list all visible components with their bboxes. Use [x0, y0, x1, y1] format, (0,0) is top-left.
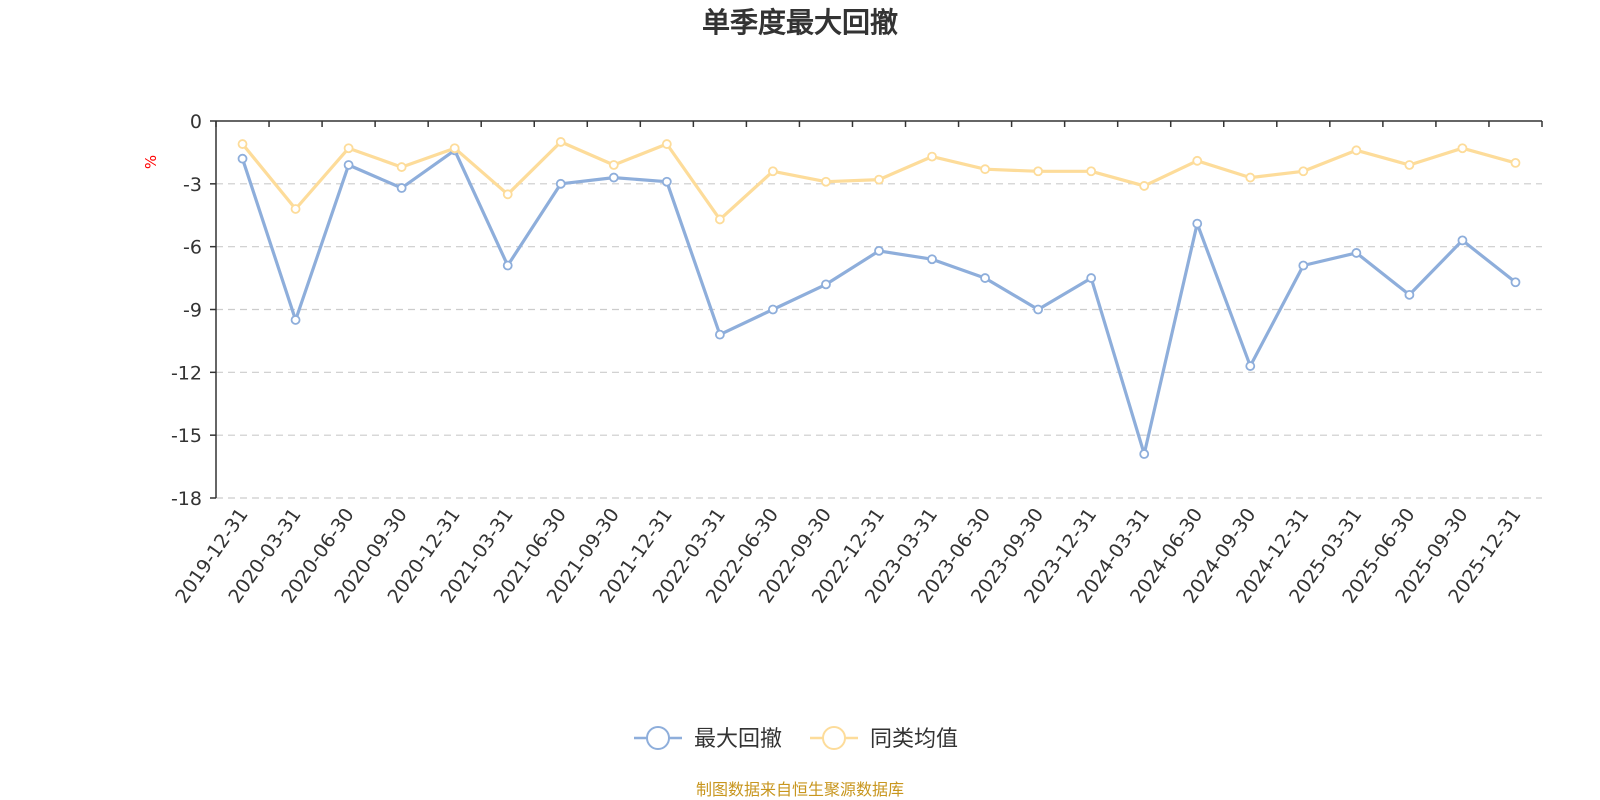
- data-point[interactable]: [874, 174, 884, 185]
- data-point[interactable]: [980, 273, 990, 283]
- data-point[interactable]: [821, 176, 831, 187]
- data-point[interactable]: [980, 164, 990, 175]
- data-point[interactable]: [1033, 166, 1044, 177]
- data-point[interactable]: [1404, 160, 1415, 170]
- data-point[interactable]: [1298, 260, 1309, 271]
- data-point[interactable]: [1245, 361, 1256, 371]
- data-point[interactable]: [821, 279, 831, 290]
- data-point[interactable]: [1457, 235, 1468, 246]
- y-tick-label: -9: [183, 300, 202, 322]
- legend[interactable]: 最大回撤 同类均值: [634, 726, 958, 752]
- data-point[interactable]: [502, 189, 513, 200]
- data-point[interactable]: [396, 162, 407, 172]
- data-point[interactable]: [555, 137, 566, 147]
- legend-label: 同类均值: [870, 727, 958, 752]
- legend-label: 最大回撤: [694, 727, 782, 752]
- data-point[interactable]: [237, 139, 248, 149]
- data-point[interactable]: [449, 143, 460, 154]
- data-point[interactable]: [714, 329, 725, 340]
- series-lines: [237, 137, 1521, 459]
- data-point[interactable]: [1510, 277, 1521, 288]
- y-axis-unit-label: %: [142, 155, 160, 169]
- data-point[interactable]: [1192, 218, 1203, 229]
- y-tick-label: -6: [183, 237, 202, 259]
- y-tick-label: -15: [171, 425, 202, 447]
- axes: 0-3-6-9-12-15-182019-12-312020-03-312020…: [171, 111, 1543, 607]
- data-point[interactable]: [1351, 145, 1362, 156]
- data-point[interactable]: [661, 139, 672, 149]
- data-point[interactable]: [1457, 143, 1468, 154]
- data-point[interactable]: [661, 176, 672, 187]
- y-tick-label: 0: [190, 111, 202, 133]
- data-point[interactable]: [343, 160, 354, 170]
- data-point[interactable]: [768, 166, 778, 177]
- data-point[interactable]: [396, 183, 407, 193]
- data-point[interactable]: [343, 143, 354, 154]
- data-point[interactable]: [608, 160, 619, 170]
- chart-title: 单季度最大回撤: [702, 6, 898, 39]
- data-point[interactable]: [1351, 248, 1362, 258]
- data-point[interactable]: [608, 172, 619, 183]
- data-point[interactable]: [1033, 304, 1044, 315]
- data-point[interactable]: [874, 245, 884, 256]
- data-point[interactable]: [1298, 166, 1309, 177]
- grid-lines: [216, 183, 1542, 499]
- data-point[interactable]: [1192, 155, 1203, 166]
- source-note: 制图数据来自恒生聚源数据库: [696, 780, 904, 799]
- data-point[interactable]: [555, 178, 566, 189]
- data-point[interactable]: [927, 151, 937, 162]
- y-tick-label: -12: [171, 362, 202, 384]
- series-line: [240, 148, 1517, 456]
- data-point[interactable]: [1086, 166, 1097, 177]
- data-point[interactable]: [714, 214, 725, 225]
- data-point[interactable]: [927, 254, 937, 265]
- data-point[interactable]: [1245, 172, 1256, 183]
- data-point[interactable]: [502, 260, 513, 271]
- y-tick-label: -18: [171, 488, 202, 510]
- data-point[interactable]: [1139, 449, 1150, 459]
- legend-marker: [646, 726, 670, 750]
- data-point[interactable]: [1404, 289, 1415, 300]
- data-point[interactable]: [768, 304, 778, 315]
- y-tick-label: -3: [183, 174, 202, 196]
- legend-marker: [822, 726, 846, 750]
- data-point[interactable]: [290, 204, 301, 214]
- data-point[interactable]: [290, 315, 301, 325]
- data-point[interactable]: [1086, 273, 1097, 283]
- data-point[interactable]: [237, 153, 248, 164]
- data-point[interactable]: [1510, 157, 1521, 168]
- data-point[interactable]: [1139, 181, 1150, 191]
